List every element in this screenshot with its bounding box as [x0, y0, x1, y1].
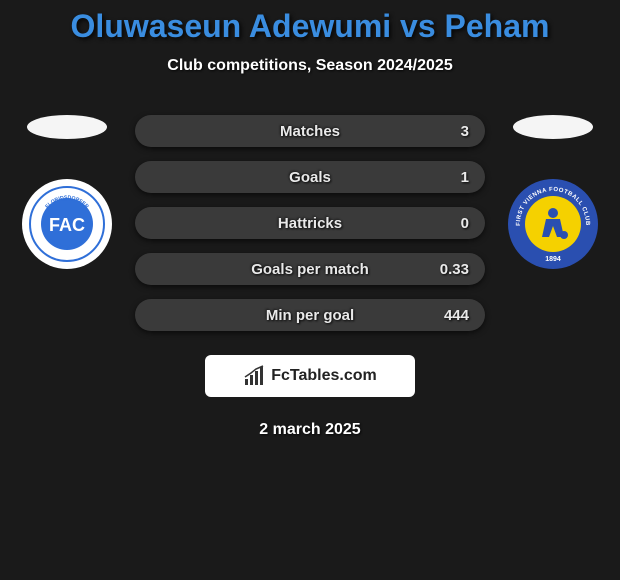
stat-label: Goals per match [251, 261, 369, 278]
stat-label: Goals [289, 169, 331, 186]
right-player-col: FIRST VIENNA FOOTBALL CLUB 1894 [503, 115, 603, 269]
svg-text:FAC: FAC [49, 215, 85, 235]
left-club-badge: FAC FLORIDSDORFER ATHLETIKSPORT WIEN [22, 179, 112, 269]
page-title: Oluwaseun Adewumi vs Peham [0, 8, 620, 45]
vienna-badge-icon: FIRST VIENNA FOOTBALL CLUB 1894 [508, 179, 598, 269]
brand-box[interactable]: FcTables.com [205, 355, 415, 397]
stats-column: Matches 3 Goals 1 Hattricks 0 Goals per … [135, 115, 485, 331]
stat-value: 0 [461, 215, 469, 232]
stat-row-mpg: Min per goal 444 [135, 299, 485, 331]
left-player-col: FAC FLORIDSDORFER ATHLETIKSPORT WIEN [17, 115, 117, 269]
svg-text:1894: 1894 [545, 256, 561, 263]
date-text: 2 march 2025 [0, 421, 620, 439]
right-player-silhouette [513, 115, 593, 139]
svg-text:WIEN: WIEN [61, 197, 73, 202]
stat-row-gpm: Goals per match 0.33 [135, 253, 485, 285]
stat-value: 0.33 [440, 261, 469, 278]
brand-text: FcTables.com [271, 367, 377, 385]
left-player-silhouette [27, 115, 107, 139]
stat-row-hattricks: Hattricks 0 [135, 207, 485, 239]
stat-row-matches: Matches 3 [135, 115, 485, 147]
stat-value: 1 [461, 169, 469, 186]
stat-row-goals: Goals 1 [135, 161, 485, 193]
stat-value: 444 [444, 307, 469, 324]
main-row: FAC FLORIDSDORFER ATHLETIKSPORT WIEN Mat… [0, 115, 620, 331]
stat-label: Hattricks [278, 215, 342, 232]
page-subtitle: Club competitions, Season 2024/2025 [0, 57, 620, 75]
stat-label: Min per goal [266, 307, 354, 324]
comparison-card: Oluwaseun Adewumi vs Peham Club competit… [0, 0, 620, 439]
stat-label: Matches [280, 123, 340, 140]
stat-value: 3 [461, 123, 469, 140]
fac-badge-icon: FAC FLORIDSDORFER ATHLETIKSPORT WIEN [28, 185, 106, 263]
right-club-badge: FIRST VIENNA FOOTBALL CLUB 1894 [508, 179, 598, 269]
chart-icon [243, 365, 265, 387]
